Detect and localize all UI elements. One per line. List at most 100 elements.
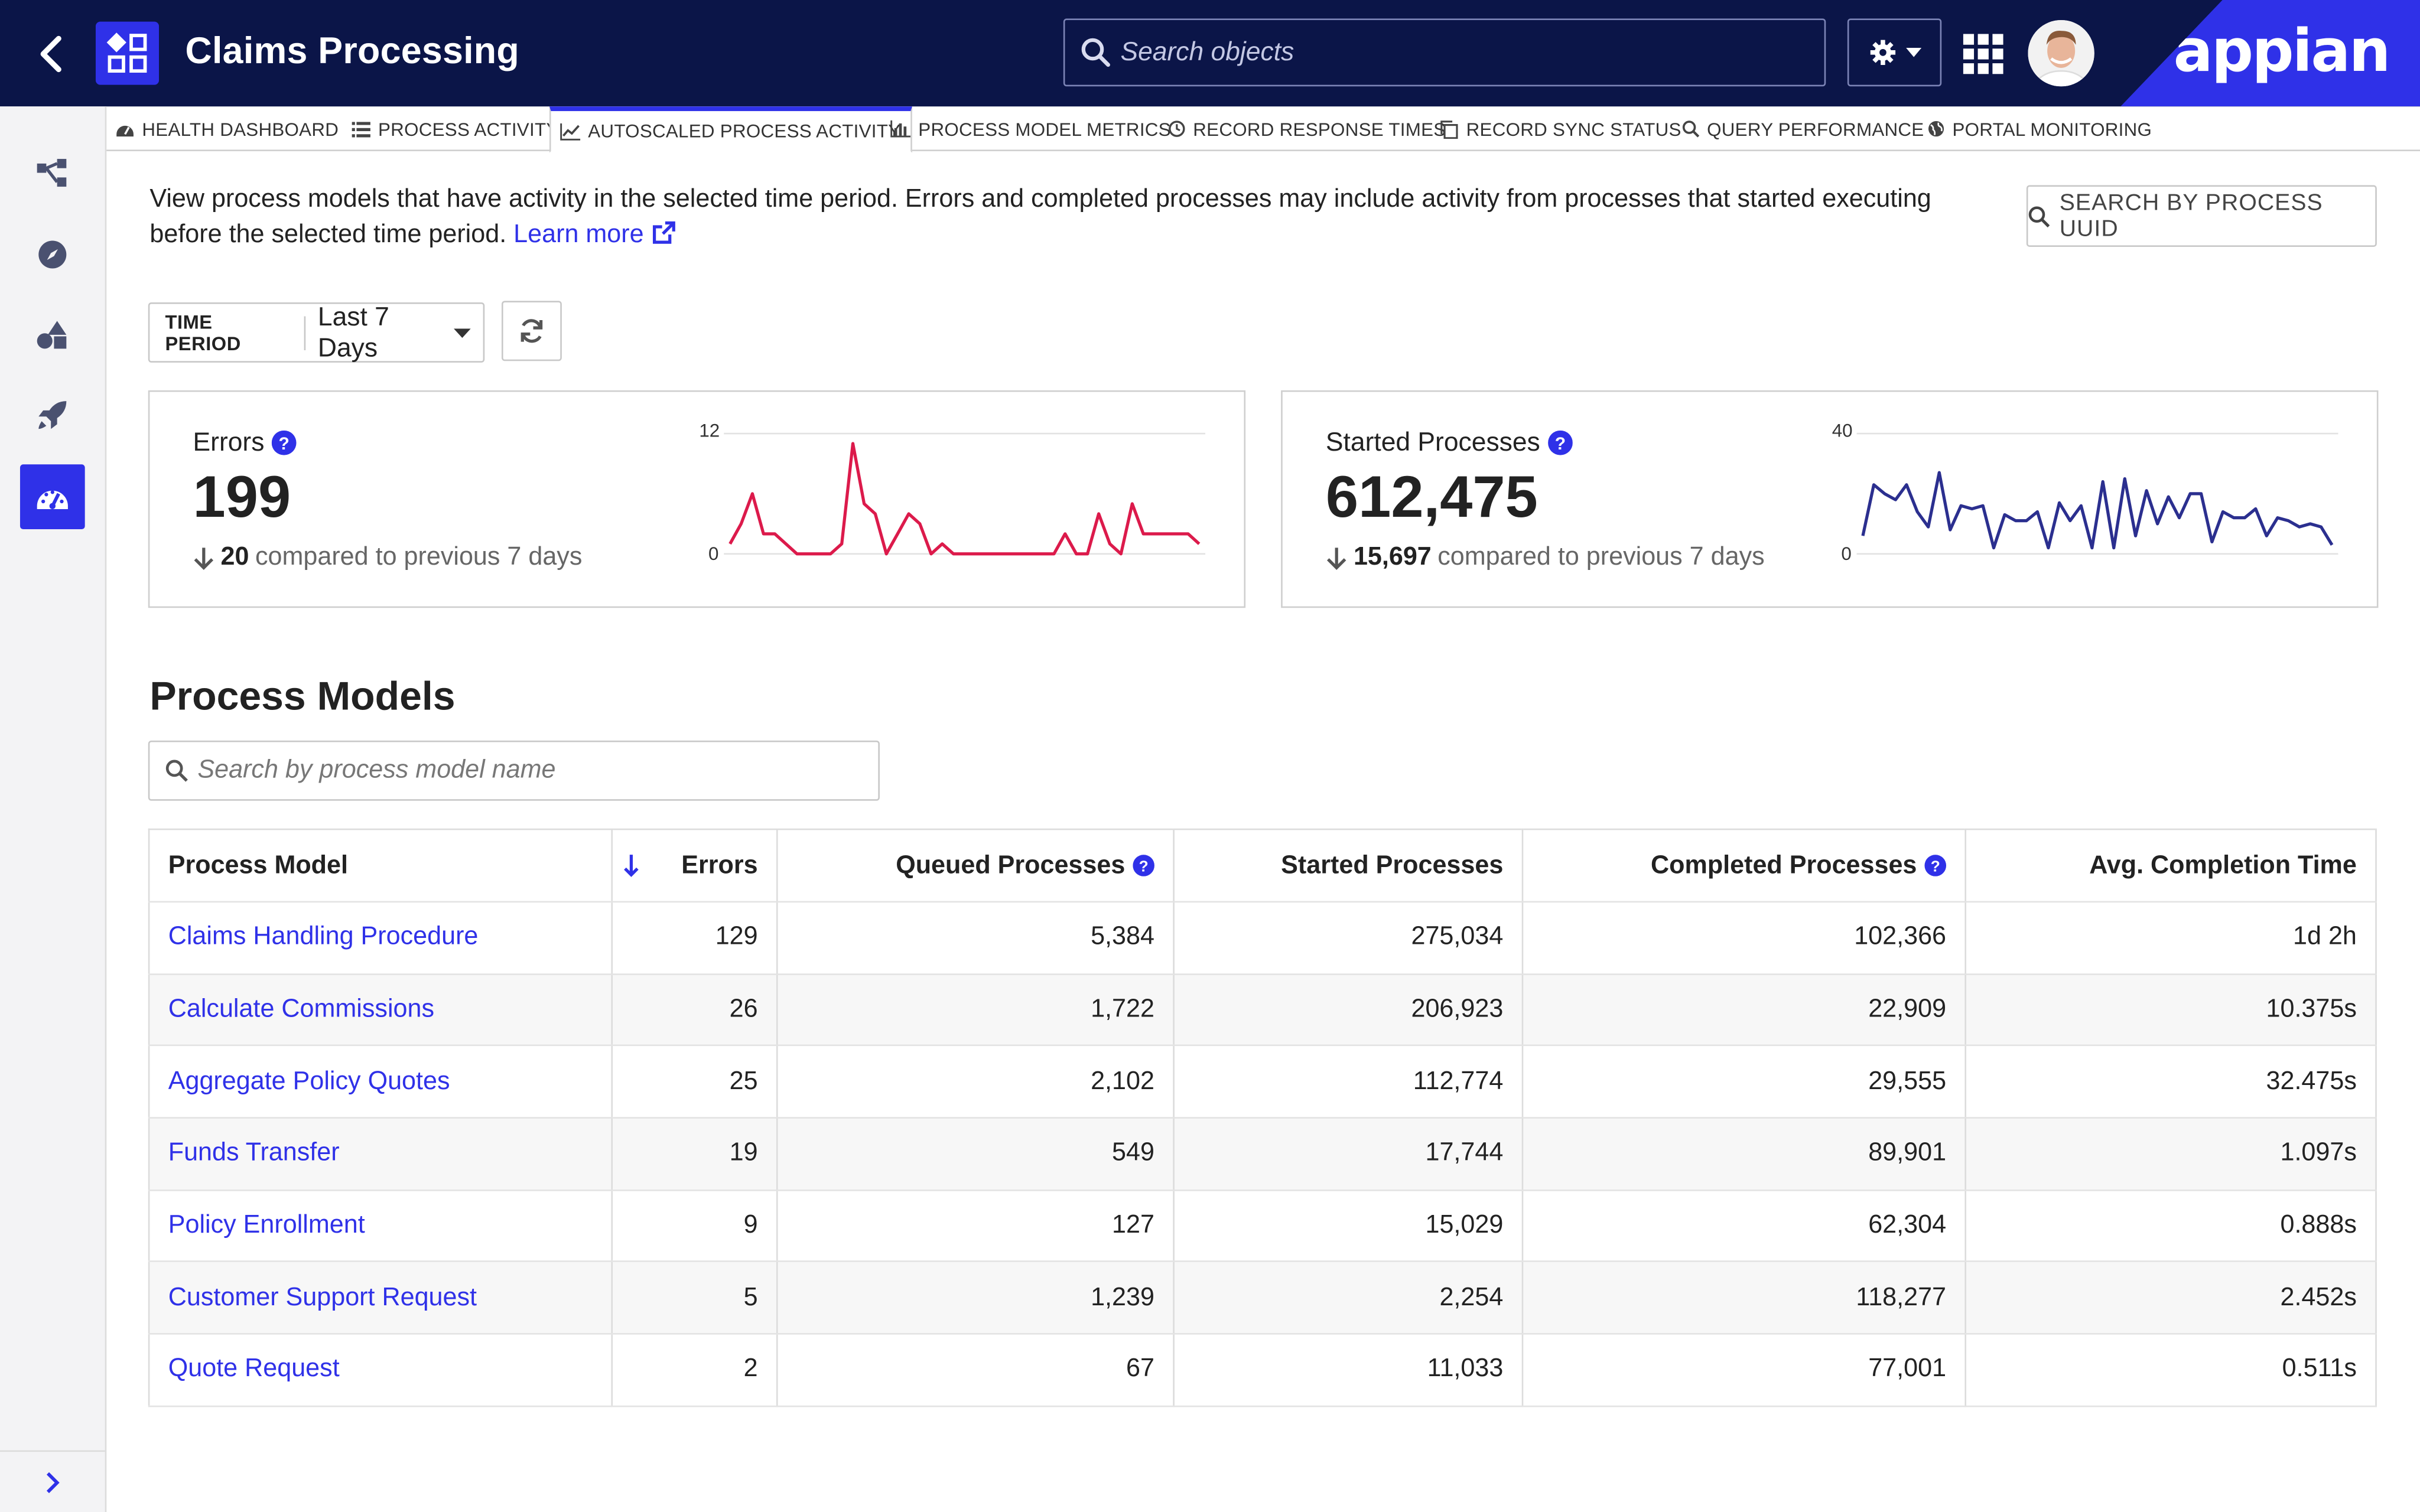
intro-text: View process models that have activity i… [149,182,2002,253]
tab-query-performance[interactable]: QUERY PERFORMANCE [1682,106,1924,151]
left-sidebar [0,106,107,1512]
sidebar-item-process-model[interactable] [20,141,85,206]
column-header-started-processes[interactable]: Started Processes [1173,829,1524,903]
grid-icon [1963,34,2003,74]
tab-portal-monitoring[interactable]: PORTAL MONITORING [1928,106,2152,151]
started-delta: 15,697 [1353,543,1432,571]
table-cell: 22,909 [1522,973,1966,1047]
column-header-queued-processes[interactable]: Queued Processes ? [777,829,1175,903]
brand-panel: appian [2120,0,2420,107]
help-icon[interactable]: ? [1547,430,1573,455]
table-cell: 67 [777,1334,1175,1407]
started-axis-min: 0 [1841,543,1852,565]
tab-label: PROCESS MODEL METRICS [918,118,1171,140]
copy-icon [1440,119,1458,138]
tab-record-response-times[interactable]: RECORD RESPONSE TIMES [1168,106,1446,151]
tab-label: RECORD SYNC STATUS [1466,118,1681,140]
settings-menu-button[interactable] [1847,18,1942,87]
table-cell: 77,001 [1522,1334,1966,1407]
process-model-link[interactable]: Policy Enrollment [149,1190,613,1263]
search-icon [165,760,188,782]
svg-text:?: ? [279,434,290,454]
table-row: Calculate Commissions 26 1,722 206,923 22,90… [149,973,2377,1047]
external-link-icon [652,221,675,244]
search-by-uuid-button[interactable]: SEARCH BY PROCESS UUID [2026,185,2377,247]
time-period-dropdown[interactable]: TIME PERIOD Last 7 Days [148,302,485,363]
column-label: Avg. Completion Time [2089,850,2357,879]
process-model-link[interactable]: Quote Request [149,1334,613,1407]
tab-record-sync-status[interactable]: RECORD SYNC STATUS [1440,106,1681,151]
errors-compare-text: compared to previous 7 days [255,543,583,571]
column-header-errors[interactable]: Errors [611,829,778,903]
tab-autoscaled-process-activity[interactable]: AUTOSCALED PROCESS ACTIVITY [549,106,912,153]
caret-down-icon [1905,47,1921,57]
chevron-left-icon [40,35,61,73]
table-header-row: Process Model Errors Queued Processes ? … [149,829,2377,903]
bar-chart-icon [890,120,911,138]
errors-delta: 20 [220,543,249,571]
help-icon[interactable]: ? [272,430,297,455]
process-model-link[interactable]: Claims Handling Procedure [149,901,613,975]
table-cell: 102,366 [1522,901,1966,975]
sparkline-series [1861,471,2334,550]
tab-process-model-metrics[interactable]: PROCESS MODEL METRICS [890,106,1171,151]
process-model-icon [37,159,67,187]
table-cell: 19 [611,1117,778,1191]
svg-text:?: ? [1931,857,1940,875]
process-model-search[interactable] [148,740,880,801]
table-cell: 32.475s [1965,1045,2377,1119]
sidebar-item-monitoring[interactable] [19,464,85,529]
help-icon[interactable]: ? [1924,855,1947,876]
errors-compare: 20 compared to previous 7 days [193,543,583,573]
column-label: Started Processes [1281,850,1504,879]
time-period-label: TIME PERIOD [149,311,305,354]
table-cell: 5,384 [777,901,1175,975]
process-model-link[interactable]: Customer Support Request [149,1262,613,1335]
svg-text:?: ? [1555,434,1566,454]
table-row: Quote Request 2 67 11,033 77,001 0.511s [149,1334,2377,1407]
table-cell: 127 [777,1190,1175,1263]
caret-down-icon [454,328,471,337]
sidebar-expand-button[interactable] [0,1450,105,1512]
errors-axis-min: 0 [708,543,719,565]
process-model-link[interactable]: Calculate Commissions [149,973,613,1047]
started-compare: 15,697 compared to previous 7 days [1326,543,1765,573]
column-header-process-model[interactable]: Process Model [149,829,613,903]
app-title: Claims Processing [185,31,519,73]
global-search-input[interactable] [1120,37,1800,68]
errors-title-text: Errors [193,427,265,457]
tab-health-dashboard[interactable]: HEALTH DASHBOARD [116,106,339,151]
app-launcher-button[interactable] [1960,31,2006,77]
column-header-completed-processes[interactable]: Completed Processes ? [1522,829,1966,903]
gauge-icon [37,490,68,510]
sidebar-item-design[interactable] [20,302,85,367]
global-search[interactable] [1063,18,1826,87]
dashboard-icon [116,120,134,138]
learn-more-link[interactable]: Learn more [513,221,675,249]
tab-bar: HEALTH DASHBOARD PROCESS ACTIVITY AUTOSC… [106,106,2420,153]
errors-axis-max: 12 [699,419,720,442]
table-row: Customer Support Request 5 1,239 2,254 118,2… [149,1262,2377,1335]
process-model-link[interactable]: Funds Transfer [149,1117,613,1191]
started-title-text: Started Processes [1325,427,1540,457]
sidebar-item-explore[interactable] [20,222,85,287]
column-label: Process Model [168,850,348,879]
user-avatar[interactable] [2028,19,2094,87]
process-model-search-input[interactable] [197,756,846,786]
back-button[interactable] [28,31,74,77]
sort-desc-icon [623,853,639,886]
table-body: Claims Handling Procedure 129 5,384 275,034… [149,901,2377,1407]
help-icon[interactable]: ? [1133,855,1154,876]
column-label: Queued Processes [896,850,1126,879]
table-cell: 17,744 [1173,1117,1524,1191]
process-model-link[interactable]: Aggregate Policy Quotes [149,1045,613,1119]
column-header-avg-completion-time[interactable]: Avg. Completion Time [1965,829,2377,903]
refresh-button[interactable] [501,301,562,361]
table-cell: 15,029 [1173,1190,1524,1263]
table-cell: 2,102 [777,1045,1175,1119]
sidebar-item-deploy[interactable] [20,383,85,448]
errors-value: 199 [193,465,291,531]
table-row: Funds Transfer 19 549 17,744 89,901 1.097s [149,1117,2377,1191]
table-cell: 25 [611,1045,778,1119]
tab-process-activity[interactable]: PROCESS ACTIVITY [352,106,559,151]
